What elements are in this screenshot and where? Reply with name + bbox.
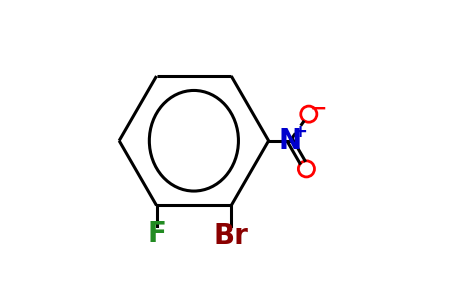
Text: N: N [279,127,302,155]
Text: −: − [310,99,328,119]
Text: F: F [147,220,166,248]
Text: Br: Br [214,222,249,250]
Text: +: + [292,122,307,141]
